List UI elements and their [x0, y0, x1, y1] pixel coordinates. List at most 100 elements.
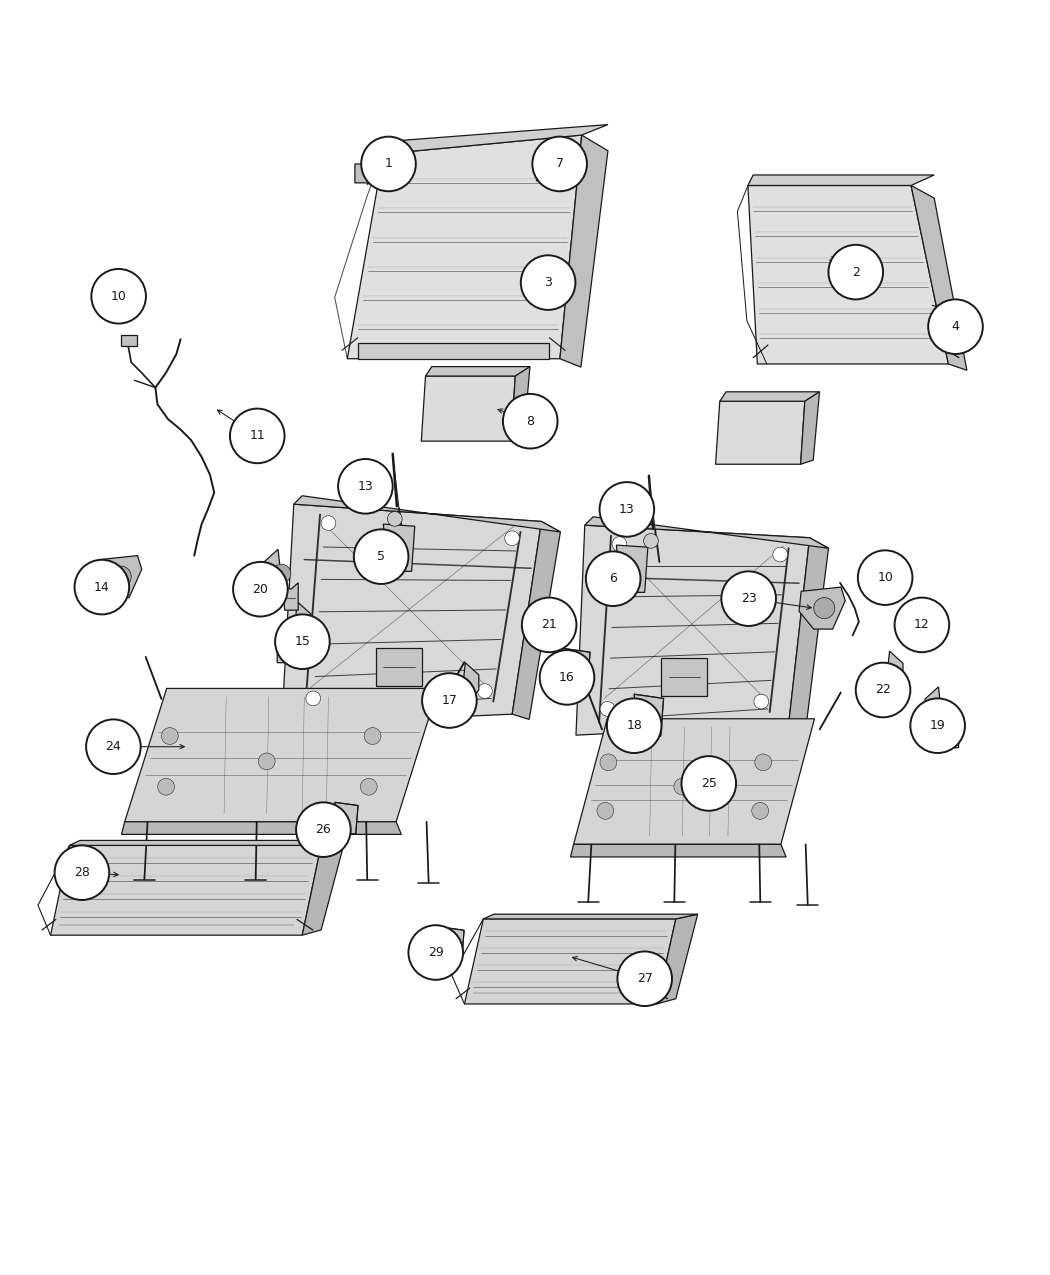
Circle shape: [586, 551, 640, 606]
Polygon shape: [748, 185, 948, 363]
Polygon shape: [277, 602, 311, 663]
Polygon shape: [585, 516, 828, 548]
Polygon shape: [302, 840, 344, 935]
Circle shape: [91, 269, 146, 324]
Circle shape: [721, 571, 776, 626]
Polygon shape: [358, 343, 549, 358]
Polygon shape: [96, 556, 142, 598]
Polygon shape: [748, 175, 934, 185]
Polygon shape: [443, 927, 464, 956]
Text: 29: 29: [428, 946, 443, 959]
Polygon shape: [576, 525, 810, 736]
Circle shape: [600, 754, 616, 771]
Text: 23: 23: [741, 592, 756, 606]
Polygon shape: [383, 524, 415, 571]
Circle shape: [296, 802, 351, 857]
Circle shape: [86, 719, 141, 774]
Polygon shape: [511, 367, 530, 441]
Text: 21: 21: [542, 618, 557, 631]
Circle shape: [521, 255, 575, 310]
Polygon shape: [109, 273, 139, 292]
Polygon shape: [383, 125, 608, 154]
Text: 7: 7: [555, 157, 564, 171]
Polygon shape: [355, 164, 384, 182]
Circle shape: [158, 778, 174, 796]
Polygon shape: [870, 564, 900, 581]
Circle shape: [681, 756, 736, 811]
Polygon shape: [122, 822, 401, 834]
Text: 10: 10: [877, 571, 894, 584]
Polygon shape: [925, 687, 959, 747]
Text: 25: 25: [700, 776, 717, 790]
Polygon shape: [570, 844, 786, 857]
Polygon shape: [657, 914, 698, 1003]
Text: 14: 14: [94, 580, 110, 594]
Text: 13: 13: [620, 502, 634, 516]
Circle shape: [814, 598, 835, 618]
Polygon shape: [799, 586, 845, 629]
Polygon shape: [421, 376, 516, 441]
Circle shape: [617, 951, 672, 1006]
Polygon shape: [537, 162, 566, 181]
Polygon shape: [869, 652, 903, 711]
Polygon shape: [335, 802, 358, 834]
Polygon shape: [294, 496, 561, 532]
Circle shape: [877, 666, 896, 685]
Circle shape: [258, 754, 275, 770]
Circle shape: [408, 926, 463, 979]
Text: 16: 16: [559, 671, 575, 683]
Text: 17: 17: [441, 694, 458, 708]
Text: 15: 15: [294, 635, 311, 648]
Text: 28: 28: [74, 866, 90, 880]
Circle shape: [910, 699, 965, 754]
Circle shape: [230, 408, 285, 463]
Circle shape: [360, 778, 377, 796]
Circle shape: [540, 650, 594, 705]
Text: 11: 11: [250, 430, 265, 442]
Text: 27: 27: [636, 973, 653, 986]
Circle shape: [928, 300, 983, 354]
Text: 22: 22: [875, 683, 890, 696]
Text: 8: 8: [526, 414, 534, 427]
Circle shape: [674, 778, 691, 796]
Circle shape: [338, 459, 393, 514]
Circle shape: [505, 530, 520, 546]
Circle shape: [478, 683, 492, 699]
Circle shape: [272, 565, 291, 583]
Circle shape: [601, 701, 615, 717]
Polygon shape: [69, 840, 344, 845]
Circle shape: [387, 511, 402, 527]
Text: 2: 2: [852, 265, 860, 279]
Circle shape: [233, 562, 288, 617]
Polygon shape: [376, 648, 422, 686]
Circle shape: [895, 598, 949, 653]
Text: 19: 19: [930, 719, 945, 732]
Text: 4: 4: [951, 320, 960, 333]
Text: 24: 24: [105, 741, 122, 754]
Text: 26: 26: [315, 824, 332, 836]
Circle shape: [306, 691, 320, 706]
Text: 5: 5: [377, 550, 385, 564]
Circle shape: [162, 728, 178, 745]
Circle shape: [755, 754, 772, 771]
Polygon shape: [800, 391, 819, 464]
Polygon shape: [662, 658, 708, 696]
Circle shape: [453, 677, 471, 696]
Polygon shape: [560, 135, 608, 367]
Polygon shape: [348, 135, 582, 358]
Polygon shape: [281, 504, 542, 724]
Text: 10: 10: [110, 289, 127, 302]
Text: 18: 18: [626, 719, 643, 732]
Circle shape: [607, 699, 662, 754]
Circle shape: [752, 802, 769, 820]
Circle shape: [858, 551, 912, 604]
Polygon shape: [716, 402, 804, 464]
Polygon shape: [445, 663, 479, 724]
Circle shape: [773, 547, 788, 562]
Circle shape: [503, 394, 558, 449]
Polygon shape: [464, 919, 676, 1003]
Polygon shape: [911, 185, 967, 370]
Polygon shape: [50, 845, 321, 935]
Polygon shape: [512, 521, 561, 719]
Circle shape: [321, 515, 336, 530]
